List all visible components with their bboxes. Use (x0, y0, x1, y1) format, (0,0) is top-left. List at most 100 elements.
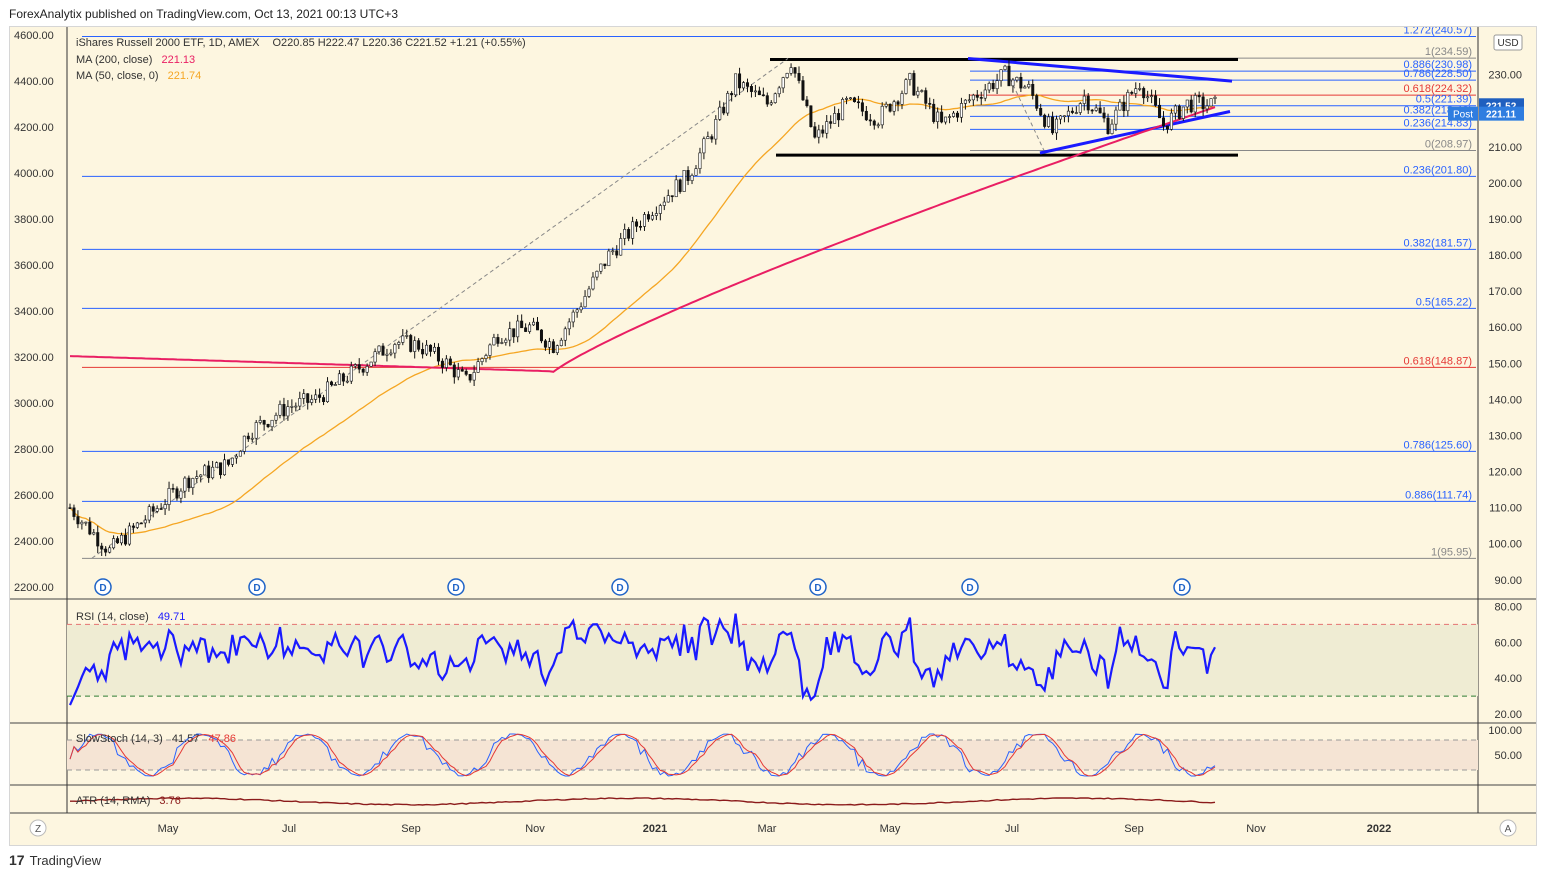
grid-layer (10, 27, 1536, 814)
stoch-band (67, 740, 1478, 770)
candle-body (207, 465, 211, 479)
candle-body (856, 101, 860, 104)
candle-body (995, 80, 999, 90)
fib-short-label: 0(208.97) (1425, 139, 1472, 151)
candle-body (1197, 95, 1201, 98)
candle-body (151, 506, 155, 512)
candle-body (539, 329, 543, 342)
price-tag-label: 221.11 (1486, 110, 1516, 121)
fibonacci-levels: 1.272(240.57) 0.236(201.80) 0.382(181.57) 0… (82, 25, 1476, 559)
dividend-marker-icon (611, 578, 629, 596)
stoch-d-line (69, 733, 1216, 777)
candle-body (88, 521, 92, 535)
candle-body (892, 101, 896, 112)
fib-short-label: 0.886(230.98) (1404, 59, 1473, 71)
candle-body (369, 361, 373, 367)
ma200-legend: MA (200, close) 221.13 (76, 54, 195, 66)
candle-body (76, 516, 80, 525)
candle-body (211, 466, 215, 479)
candle-body (670, 195, 674, 198)
candle-body (484, 355, 488, 359)
candle-body (979, 97, 983, 99)
candle-body (139, 522, 143, 525)
ma50-legend-value: 221.74 (168, 70, 202, 82)
candle-body (349, 365, 353, 382)
candle-body (734, 73, 738, 96)
log-scale-button[interactable] (29, 819, 47, 837)
right-axis-tick: 90.00 (1494, 575, 1522, 587)
candle-body (817, 129, 821, 138)
candle-body (1047, 116, 1051, 127)
candle-body (72, 507, 76, 517)
candle-body (262, 420, 266, 425)
chart-canvas[interactable]: 1.272(240.57) 0.236(201.80) 0.382(181.57) 0… (10, 25, 1536, 845)
candle-body (187, 477, 191, 488)
candle-body (1205, 105, 1209, 110)
candle-body (963, 99, 967, 104)
candle-body (864, 110, 868, 121)
candle-body (1146, 96, 1150, 99)
candle-body (290, 406, 294, 408)
fib-long-label: 0.886(111.74) (1405, 489, 1472, 501)
candle-body (258, 420, 262, 423)
candle-body (1090, 109, 1094, 112)
candle-body (1181, 106, 1185, 119)
candle-body (432, 346, 436, 352)
candle-body (666, 195, 670, 203)
candle-body (1058, 115, 1062, 120)
chart-frame[interactable]: 1.272(240.57) 0.236(201.80) 0.382(181.57) 0… (9, 25, 1537, 846)
left-axis-tick: 3800.00 (14, 214, 54, 226)
candle-body (1114, 109, 1118, 125)
candle-body (1185, 99, 1189, 108)
currency-box[interactable] (1493, 34, 1523, 51)
candle-body (849, 97, 853, 100)
candle-body (884, 103, 888, 107)
price-tag (1479, 106, 1524, 121)
candle-body (571, 311, 575, 323)
candle-body (888, 103, 892, 112)
candle-body (1082, 95, 1086, 104)
right-axis-tick: 140.00 (1488, 394, 1522, 406)
candle-body (801, 80, 805, 101)
candle-body (1122, 101, 1126, 112)
dividend-marker-icon (809, 578, 827, 596)
candle-body (821, 129, 825, 134)
dividend-marker-label: D (814, 583, 821, 594)
candle-body (1074, 112, 1078, 114)
candle-body (686, 170, 690, 181)
candle-body (765, 95, 769, 105)
candle-body (120, 534, 124, 544)
candle-body (940, 111, 944, 123)
candle-body (615, 250, 619, 256)
footer[interactable]: 17 TradingView (9, 852, 101, 868)
candle-body (104, 548, 108, 553)
candle-body (246, 435, 250, 440)
fib-short-label: 0.786(228.50) (1404, 68, 1473, 80)
right-axis-tick: 190.00 (1488, 214, 1522, 226)
candle-body (738, 73, 742, 89)
candle-body (789, 67, 793, 74)
candle-body (769, 102, 773, 105)
candle-body (702, 138, 706, 154)
auto-scale-button[interactable] (1499, 819, 1517, 837)
time-axis-label: May (158, 823, 179, 835)
candle-body (452, 364, 456, 378)
candle-body (607, 250, 611, 267)
candle-body (401, 335, 405, 343)
dividend-marker-label: D (452, 583, 459, 594)
candle-body (1189, 99, 1193, 113)
candle-body (662, 201, 666, 206)
candle-body (1158, 104, 1162, 119)
candle-body (504, 339, 508, 343)
triangle-upper-line (967, 56, 1233, 83)
candle-body (959, 103, 963, 118)
fib-long-label: 1(95.95) (1431, 546, 1472, 558)
candle-body (365, 366, 369, 373)
candle-body (627, 229, 631, 239)
left-axis-tick: 3400.00 (14, 306, 54, 318)
candle-body (1027, 84, 1031, 88)
fib-short-label: 0.618(224.32) (1404, 83, 1473, 95)
candle-body (1051, 116, 1055, 134)
candle-body (793, 67, 797, 74)
